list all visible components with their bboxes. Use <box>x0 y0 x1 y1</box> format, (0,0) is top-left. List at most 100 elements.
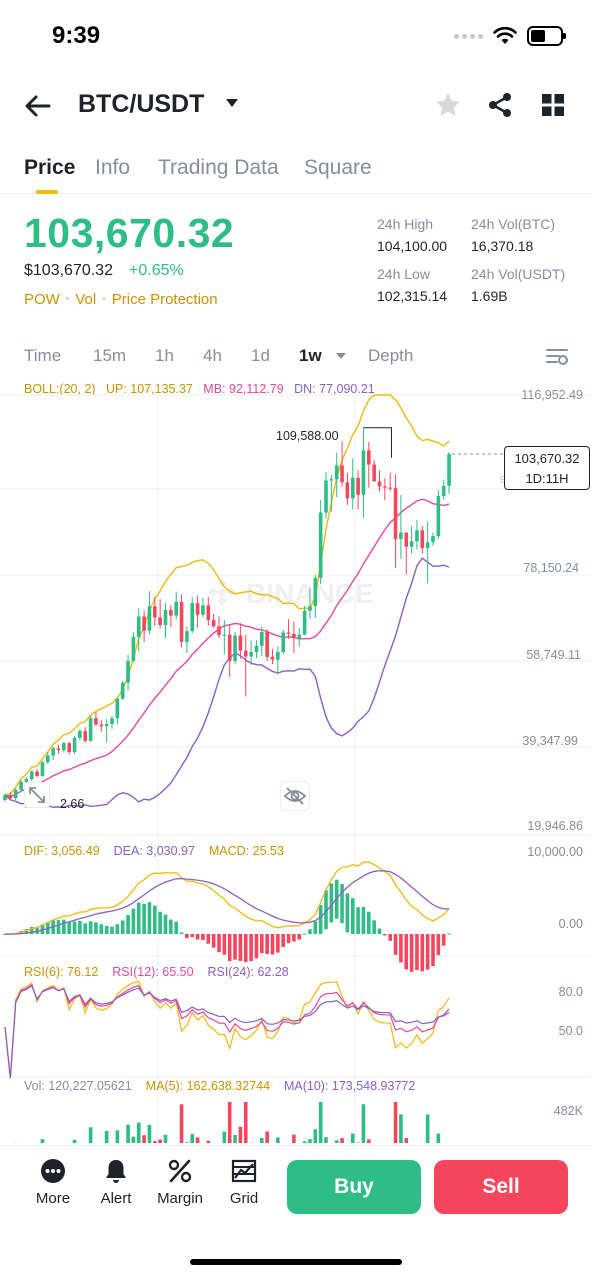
volume-bar <box>233 1135 237 1143</box>
interval-1h[interactable]: 1h <box>155 346 174 365</box>
macd-histogram-bar <box>399 934 403 963</box>
candle-body <box>324 480 328 513</box>
high-label: 24h High <box>377 216 434 232</box>
volume-bar <box>190 1134 195 1143</box>
macd-histogram-bar <box>361 906 366 934</box>
macd-histogram-bar <box>136 902 141 934</box>
macd-histogram-bar <box>158 911 162 934</box>
tag-pow[interactable]: POW <box>24 291 60 308</box>
macd-y-top: 10,000.00 <box>527 845 583 859</box>
tab-price[interactable]: Price <box>24 156 76 179</box>
macd-histogram-bar <box>83 923 88 934</box>
tab-info[interactable]: Info <box>95 156 131 179</box>
candle-body <box>67 743 71 753</box>
candle-body <box>329 479 334 481</box>
volume-bar <box>238 1126 243 1143</box>
macd-histogram-bar <box>217 934 221 953</box>
interval-1w[interactable]: 1w <box>299 346 322 365</box>
nav-margin[interactable]: Margin <box>152 1158 208 1207</box>
high-marker: 109,588.00 <box>276 429 339 443</box>
macd-histogram-bar <box>254 934 259 959</box>
tab-trading-data[interactable]: Trading Data <box>158 156 279 179</box>
interval-1d[interactable]: 1d <box>251 346 270 365</box>
boll-legend: BOLL:(20, 2) UP: 107,135.37 MB: 92,112.7… <box>24 382 375 396</box>
volume-bar <box>179 1104 184 1143</box>
candle-body <box>195 603 200 615</box>
battery-icon <box>527 26 566 46</box>
candle-body <box>78 731 82 738</box>
macd-histogram-bar <box>206 934 211 944</box>
interval-4h[interactable]: 4h <box>203 346 222 365</box>
grid-menu-icon[interactable] <box>538 90 568 120</box>
pair-dropdown-icon[interactable] <box>225 98 239 108</box>
low-value: 102,315.14 <box>377 288 448 304</box>
macd-histogram-bar <box>281 934 285 947</box>
nav-alert[interactable]: Alert <box>88 1158 144 1207</box>
high-value: 104,100.00 <box>377 238 448 254</box>
volume-bar <box>126 1124 130 1143</box>
candle-body <box>222 634 227 636</box>
volume-bar <box>163 1134 168 1143</box>
status-indicators <box>454 26 566 46</box>
macd-histogram-bar <box>190 934 195 938</box>
wifi-icon <box>493 27 517 44</box>
vol-btc-value: 16,370.18 <box>471 238 534 254</box>
volume-bar <box>222 1131 227 1143</box>
macd-histogram-bar <box>302 933 307 935</box>
favorite-star-icon[interactable] <box>433 90 463 120</box>
boll-upper-line <box>4 394 450 796</box>
volume-bar <box>72 1139 77 1143</box>
vol-legend: Vol: 120,227.05621 MA(5): 162,638.32744 … <box>24 1079 415 1093</box>
vol-usdt-label: 24h Vol(USDT) <box>471 266 566 282</box>
back-arrow-icon[interactable] <box>22 90 54 122</box>
macd-histogram-bar <box>313 921 318 934</box>
sell-button[interactable]: Sell <box>434 1160 568 1214</box>
kline-chart[interactable]: BOLL:(20, 2) UP: 107,135.37 MB: 92,112.7… <box>0 378 591 1143</box>
tab-square[interactable]: Square <box>304 156 372 179</box>
nav-more[interactable]: More <box>25 1158 81 1207</box>
candle-body <box>3 795 7 800</box>
interval-depth[interactable]: Depth <box>368 346 414 365</box>
volume-bar <box>340 1138 344 1143</box>
expand-icon[interactable] <box>24 782 50 808</box>
candle-body <box>83 731 88 741</box>
macd-histogram-bar <box>185 934 189 939</box>
macd-dea-line <box>4 870 450 935</box>
pair-title[interactable]: BTC/USDT <box>78 90 205 118</box>
macd-histogram-bar <box>308 929 312 934</box>
tag-price-protection[interactable]: Price Protection <box>111 291 218 308</box>
rsi-y-high: 80.0 <box>558 985 583 999</box>
volume-bar <box>115 1130 120 1143</box>
interval-15m[interactable]: 15m <box>93 346 127 365</box>
candle-body <box>8 795 13 799</box>
candle-body <box>383 486 387 488</box>
macd-histogram-bar <box>404 934 409 970</box>
candle-body <box>227 634 232 661</box>
coin-tags: POW • Vol • Price Protection <box>24 291 218 308</box>
volume-bar <box>243 1102 248 1143</box>
interval-more-icon[interactable] <box>335 352 347 360</box>
candle-body <box>19 781 23 790</box>
macd-histogram-bar <box>340 884 344 924</box>
current-price-tag[interactable]: 103,670.32 1D:11H <box>504 446 590 490</box>
candle-body <box>131 636 136 661</box>
y-tick-6: 19,946.86 <box>527 819 583 833</box>
candle-body <box>409 541 414 547</box>
low-label: 24h Low <box>377 266 430 282</box>
boll-lower-line <box>4 557 450 808</box>
price-chart-svg[interactable]: BINANCE <box>0 378 591 1143</box>
chart-settings-icon[interactable] <box>545 346 569 366</box>
macd-histogram-bar <box>356 907 360 934</box>
tag-vol[interactable]: Vol <box>75 291 97 308</box>
candle-body <box>136 616 141 637</box>
candle-body <box>120 682 125 699</box>
nav-grid[interactable]: Grid <box>216 1158 272 1207</box>
candle-body <box>142 616 146 631</box>
interval-time[interactable]: Time <box>24 346 62 365</box>
bottom-action-bar: More Alert Margin Grid Buy Sell <box>0 1145 591 1235</box>
candle-body <box>56 748 61 751</box>
volume-bar <box>302 1141 307 1143</box>
share-icon[interactable] <box>485 90 515 120</box>
hide-indicators-icon[interactable] <box>280 781 310 811</box>
buy-button[interactable]: Buy <box>287 1160 421 1214</box>
